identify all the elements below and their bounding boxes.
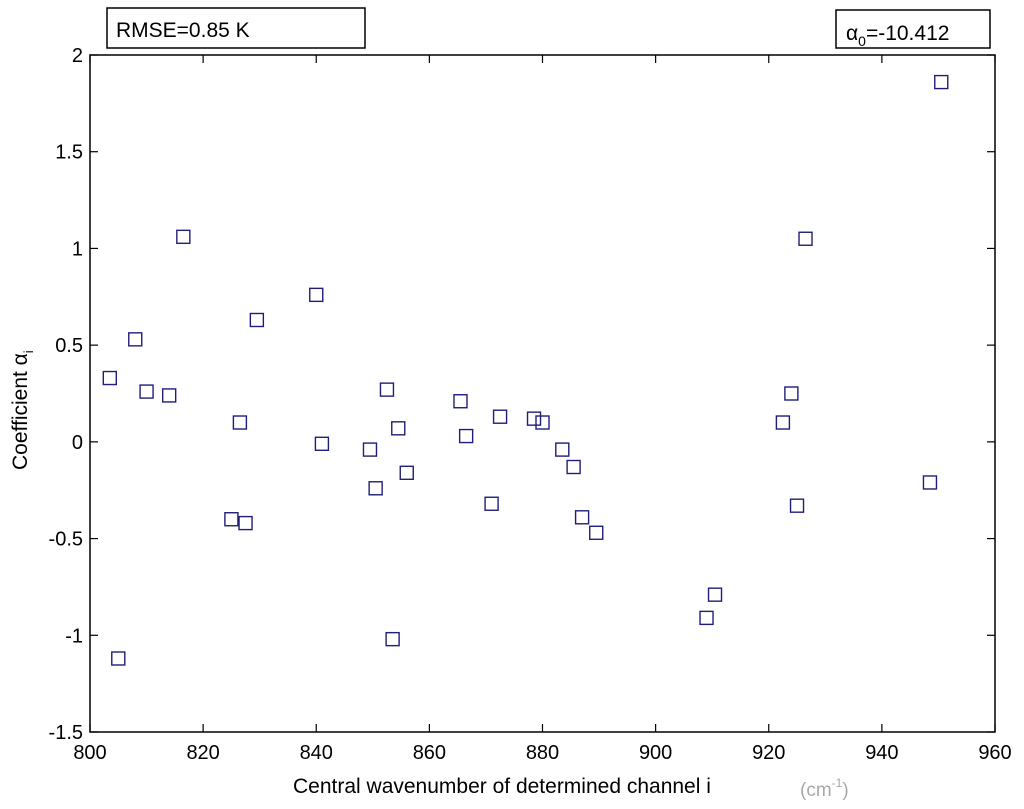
alpha0-annotation-box bbox=[835, 9, 991, 49]
rmse-annotation: RMSE=0.85 K bbox=[116, 19, 250, 42]
y-tick-label: -1.5 bbox=[49, 722, 83, 744]
x-tick-label: 820 bbox=[186, 742, 219, 764]
data-point bbox=[232, 415, 248, 430]
y-axis-label: Coefficient αi bbox=[9, 350, 36, 470]
x-tick-label: 800 bbox=[73, 742, 106, 764]
data-point bbox=[484, 496, 499, 511]
alpha0-symbol: α bbox=[846, 22, 858, 45]
x-axis-unit-close: ) bbox=[842, 780, 848, 801]
data-point bbox=[128, 332, 143, 347]
data-point bbox=[309, 287, 324, 303]
y-tick-label: 0.5 bbox=[55, 335, 83, 357]
x-tick-label: 880 bbox=[526, 742, 559, 764]
alpha0-value: =-10.412 bbox=[866, 22, 950, 45]
data-point bbox=[176, 229, 191, 245]
x-axis-unit: (cm-1) bbox=[800, 776, 849, 801]
data-point bbox=[566, 459, 581, 475]
alpha0-annotation: α0=-10.412 bbox=[846, 22, 949, 49]
y-tick-label: 1 bbox=[72, 238, 83, 260]
data-point bbox=[555, 442, 570, 457]
data-point bbox=[492, 409, 508, 424]
data-points bbox=[102, 74, 949, 666]
data-point bbox=[574, 510, 590, 525]
data-point bbox=[238, 515, 253, 531]
x-axis-label: Central wavenumber of determined channel… bbox=[293, 775, 711, 798]
data-point bbox=[111, 651, 126, 666]
y-axis-label-subscript: i bbox=[21, 350, 36, 353]
data-point bbox=[249, 312, 265, 328]
x-tick-label: 840 bbox=[300, 742, 333, 764]
x-tick-label: 860 bbox=[413, 742, 446, 764]
x-tick-label: 960 bbox=[978, 742, 1011, 764]
y-axis-label-main: Coefficient α bbox=[9, 353, 32, 470]
plot-area bbox=[89, 54, 996, 733]
y-tick-labels: -1.5 -1 -0.5 0 0.5 1 1.5 2 bbox=[49, 45, 83, 744]
data-point bbox=[699, 610, 714, 626]
data-point bbox=[385, 631, 400, 647]
data-point bbox=[391, 421, 406, 436]
data-point bbox=[784, 386, 799, 401]
data-point bbox=[314, 436, 330, 451]
x-tick-label: 920 bbox=[752, 742, 785, 764]
axis-ticks bbox=[89, 54, 996, 733]
data-point bbox=[368, 481, 383, 496]
data-point bbox=[102, 370, 117, 386]
x-tick-labels: 800 820 840 860 880 900 920 940 960 bbox=[73, 742, 1011, 764]
data-point bbox=[798, 231, 813, 246]
data-point bbox=[535, 415, 550, 430]
data-point bbox=[458, 428, 474, 444]
data-point bbox=[789, 498, 805, 513]
data-point bbox=[453, 394, 468, 409]
data-point bbox=[399, 465, 414, 481]
y-tick-label: 2 bbox=[72, 45, 83, 67]
x-tick-label: 900 bbox=[639, 742, 672, 764]
y-tick-label: 0 bbox=[72, 432, 83, 454]
data-point bbox=[139, 384, 154, 399]
data-point bbox=[922, 475, 938, 490]
x-axis-unit-exponent: -1 bbox=[832, 776, 843, 790]
data-point bbox=[707, 587, 723, 602]
data-point bbox=[775, 415, 791, 430]
data-point bbox=[526, 411, 542, 426]
alpha0-subscript: 0 bbox=[858, 33, 866, 49]
y-tick-label: 1.5 bbox=[55, 142, 83, 164]
data-point bbox=[224, 512, 239, 527]
data-point bbox=[362, 442, 378, 457]
y-tick-label: -0.5 bbox=[49, 529, 83, 551]
rmse-annotation-box bbox=[106, 7, 366, 49]
data-point bbox=[161, 388, 177, 403]
data-point bbox=[589, 525, 604, 540]
x-tick-label: 940 bbox=[865, 742, 898, 764]
y-tick-label: -1 bbox=[65, 625, 83, 647]
data-point bbox=[934, 74, 949, 90]
data-point bbox=[379, 382, 395, 397]
x-axis-unit-open: (cm bbox=[800, 780, 832, 801]
